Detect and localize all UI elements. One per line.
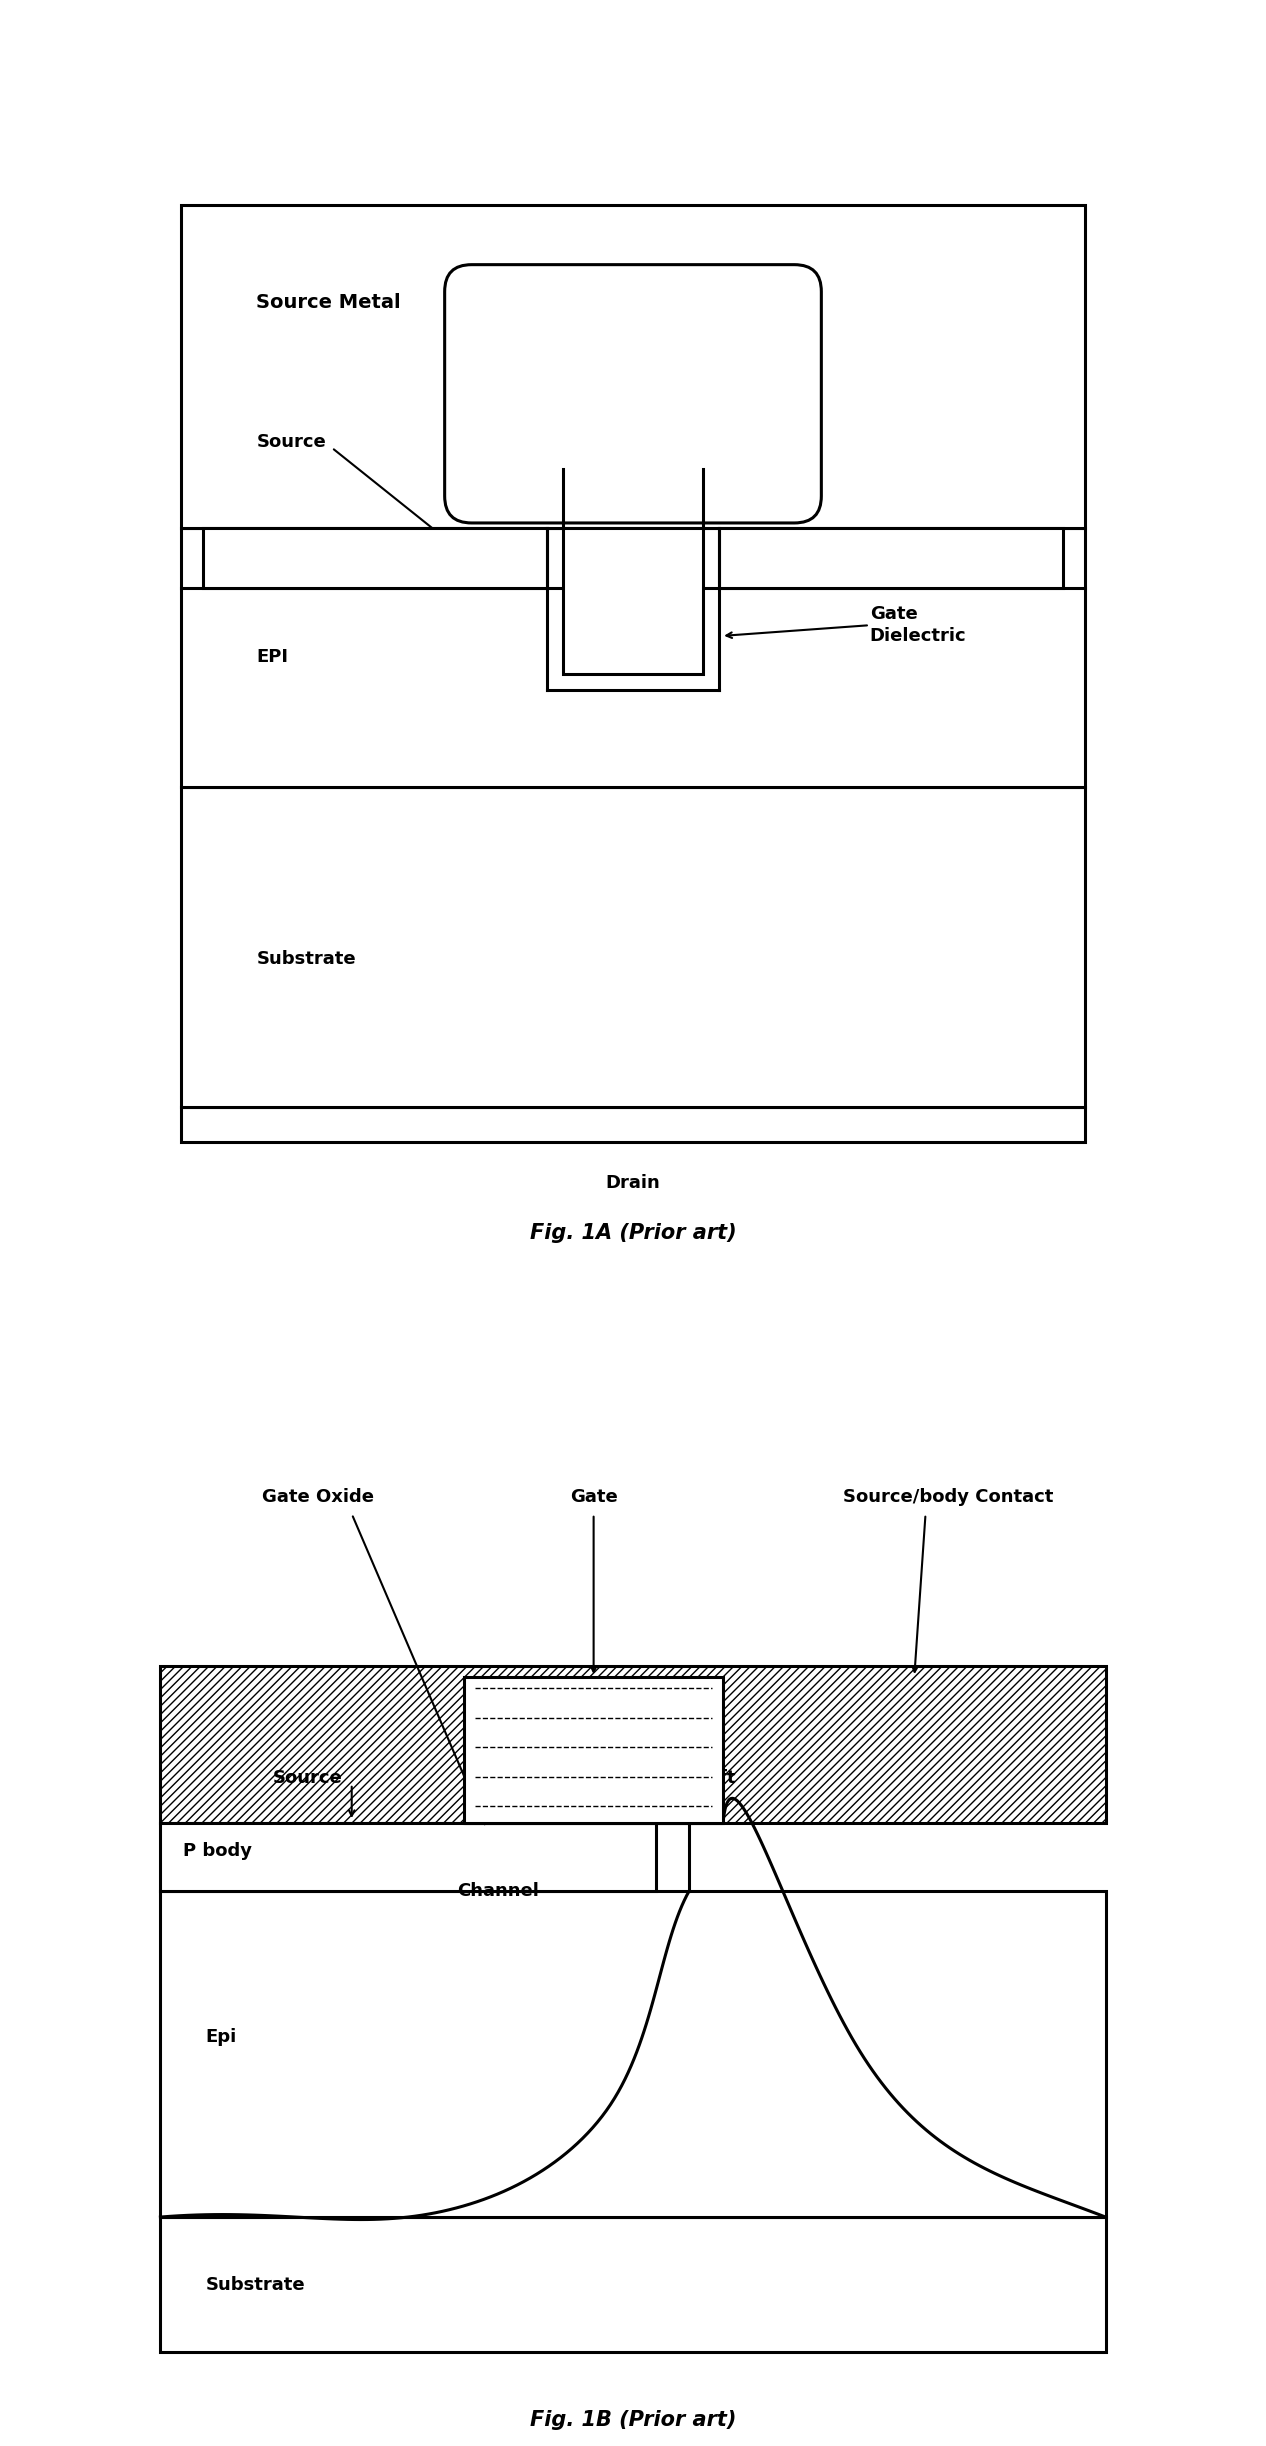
- Text: Substrate: Substrate: [205, 2275, 305, 2294]
- Text: EPI: EPI: [256, 648, 289, 665]
- Bar: [181, 1108, 1085, 1142]
- Text: Source: Source: [256, 433, 327, 450]
- Text: Body: Body: [256, 545, 306, 565]
- Text: Source: Source: [273, 1768, 343, 1788]
- Text: Channel: Channel: [457, 1881, 539, 1901]
- Text: Source/body Contact: Source/body Contact: [843, 1487, 1053, 1507]
- Text: Substrate: Substrate: [256, 949, 356, 969]
- Text: Drain: Drain: [605, 1174, 661, 1191]
- Bar: [161, 2216, 1105, 2353]
- Bar: [181, 788, 1085, 1108]
- Text: Gate: Gate: [570, 1487, 618, 1507]
- Text: Drift: Drift: [689, 1768, 736, 1788]
- Bar: [161, 1666, 1105, 1822]
- Bar: [161, 1891, 1105, 2216]
- Bar: [181, 205, 1085, 528]
- Text: Fig. 1A (Prior art): Fig. 1A (Prior art): [529, 1223, 737, 1243]
- Text: Epi: Epi: [205, 2028, 237, 2045]
- Bar: [719, 528, 1063, 587]
- Text: ILD: ILD: [617, 379, 649, 396]
- Bar: [563, 528, 703, 673]
- Bar: [203, 528, 547, 587]
- Text: Fig. 1B (Prior art): Fig. 1B (Prior art): [529, 2409, 737, 2429]
- Bar: [161, 1822, 656, 1891]
- Bar: [465, 1678, 723, 1822]
- Text: Gate: Gate: [609, 607, 657, 624]
- Bar: [181, 528, 1085, 788]
- Text: Gate Oxide: Gate Oxide: [262, 1487, 373, 1507]
- Text: Gate
Dielectric: Gate Dielectric: [870, 604, 966, 646]
- Text: Source Metal: Source Metal: [256, 294, 401, 311]
- Text: P body: P body: [182, 1842, 252, 1861]
- FancyBboxPatch shape: [444, 264, 822, 523]
